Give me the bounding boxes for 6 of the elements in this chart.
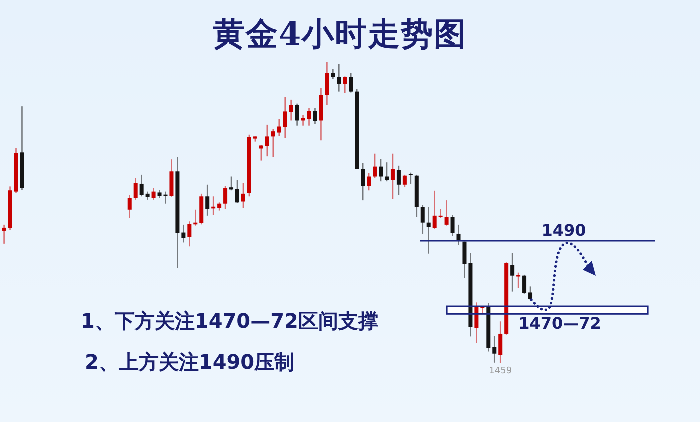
annotation: 1459 xyxy=(489,366,512,376)
annotation: 1、下方关注1470—72区间支撑 xyxy=(81,309,378,333)
annotation: 2、上方关注1490压制 xyxy=(85,350,295,374)
text: 1490 xyxy=(542,221,586,240)
annotation: 1470—72 xyxy=(518,314,602,333)
chart-title: 黄金4小时走势图 xyxy=(212,15,468,53)
